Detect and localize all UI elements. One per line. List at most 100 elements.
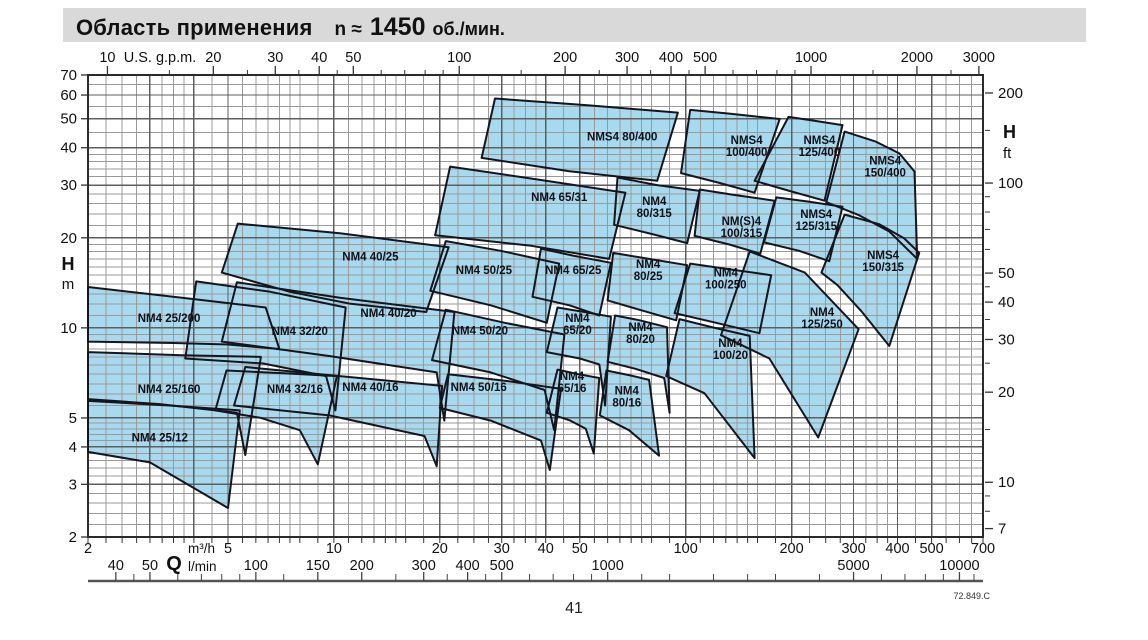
region-fill-nm4-25-160 <box>88 352 261 455</box>
region-label-nm4-25-12: NM4 25/12 <box>132 433 188 445</box>
right-tick-label: 40 <box>998 294 1015 311</box>
region-nm4-80-315 <box>613 176 701 245</box>
region-fill-nm4-50-20 <box>432 309 565 431</box>
region-nm4-65-20 <box>545 306 612 407</box>
region-fill-nm4-125-250 <box>721 251 859 438</box>
page-number: 41 <box>565 600 583 617</box>
m3h-tick-label: 700 <box>971 541 995 557</box>
region-label-nm4-40-16: NM4 40/16 <box>342 382 398 394</box>
top-tick-label: 3000 <box>963 50 995 66</box>
lmin-tick-label: 400 <box>456 558 480 574</box>
left-tick-label: 20 <box>60 230 77 247</box>
m3h-tick-label: 500 <box>919 541 943 557</box>
m3h-tick-label: 200 <box>779 541 803 557</box>
lmin-tick-label: 10000 <box>939 558 979 574</box>
region-nms4-125-400 <box>753 115 844 202</box>
region-label-nm4-32-20: NM4 32/20 <box>272 326 328 338</box>
left-tick-label: 3 <box>69 476 77 493</box>
region-nm4-50-20 <box>431 308 566 432</box>
region-nm4-50-25 <box>429 240 561 324</box>
region-nm-s-4-100-315 <box>693 188 776 255</box>
region-nms4-80-400 <box>480 97 679 182</box>
region-label-nm4-25-200: NM4 25/200 <box>138 313 201 325</box>
lmin-ruler: 40 50 100 150 200 300 400 500 1000 5000 10000 <box>88 558 983 583</box>
lmin-tick-label: 100 <box>244 558 268 574</box>
top-axis-title: U.S. g.p.m. <box>124 50 197 66</box>
region-fill-nms4-150-315 <box>821 214 920 346</box>
region-nm4-50-16 <box>438 373 562 471</box>
top-tick-label: 20 <box>205 50 221 66</box>
lmin-tick-label: 150 <box>306 558 330 574</box>
m3h-tick-label: 100 <box>674 541 698 557</box>
right-tick-label: 200 <box>998 85 1023 102</box>
top-tick-label: 400 <box>659 50 683 66</box>
right-tick-label: 7 <box>998 521 1006 538</box>
m3h-tick-label: 5 <box>224 541 232 557</box>
region-label-nms4-100-400: NMS4 100/400 <box>726 135 768 159</box>
region-label-nm4-50-16: NM4 50/16 <box>451 382 507 394</box>
top-tick-label: 50 <box>345 50 361 66</box>
lmin-tick-label: 1000 <box>592 558 624 574</box>
region-label-nm4-100-20: NM4 100/20 <box>713 338 748 362</box>
region-fill-nm4-25-12 <box>88 400 240 508</box>
top-tick-label: 200 <box>553 50 577 66</box>
left-tick-label: 60 <box>60 87 77 104</box>
region-label-nm4-25-160: NM4 25/160 <box>138 384 201 396</box>
region-label-nms4-150-400: NMS4 150/400 <box>864 156 906 180</box>
region-label-nm4-125-250: NM4 125/250 <box>801 307 843 331</box>
region-label-nm4-32-16: NM4 32/16 <box>267 384 323 396</box>
right-axis-ft: 7 10 20 30 40 50 100 200 Hft <box>985 85 1023 538</box>
left-tick-label: 40 <box>60 140 77 157</box>
region-nms4-150-315 <box>820 213 921 347</box>
pump-region-outlines <box>87 97 921 509</box>
region-label-nms4-150-315: NMS4 150/315 <box>862 250 904 274</box>
region-fill-nms4-150-400 <box>826 131 918 259</box>
region-label-nm4-80-25: NM4 80/25 <box>634 259 663 283</box>
top-tick-label: 100 <box>447 50 471 66</box>
right-tick-label: 20 <box>998 384 1015 401</box>
m3h-tick-label: 20 <box>432 541 448 557</box>
m3h-tick-label: 400 <box>885 541 909 557</box>
lmin-tick-label: 500 <box>490 558 514 574</box>
lmin-tick-label: 40 <box>108 558 124 574</box>
region-nm4-32-16 <box>214 369 338 466</box>
left-axis-m: 2 3 4 5 10 20 30 40 50 60 70 Hm <box>60 67 88 546</box>
region-label-nm4-65-16: NM4 65/16 <box>558 371 587 395</box>
region-label-nm4-65-25: NM4 65/25 <box>545 265 602 277</box>
flow-symbol: Q <box>166 553 182 575</box>
region-nms4-100-400 <box>680 108 781 194</box>
region-fill-nm4-50-25 <box>430 241 560 323</box>
region-nm4-65-16 <box>545 368 601 455</box>
region-fill-nm4-80-20 <box>607 315 670 413</box>
right-tick-label: 100 <box>998 175 1023 192</box>
region-nm4-100-250 <box>673 262 773 335</box>
speed-units: об./мин. <box>432 19 505 39</box>
page-title: Область применения <box>76 15 313 40</box>
lmin-tick-label: 200 <box>350 558 374 574</box>
region-nm4-80-20 <box>606 314 671 414</box>
title-bar: Область применения n ≈ 1450 об./мин. <box>63 8 1086 42</box>
left-tick-label: 2 <box>69 529 77 546</box>
left-tick-label: 50 <box>60 111 77 128</box>
left-axis-unit: m <box>62 276 75 293</box>
region-nm4-32-20 <box>184 280 347 412</box>
right-tick-label: 30 <box>998 331 1015 348</box>
region-fill-nm4-50-16 <box>439 374 561 470</box>
right-axis-unit: ft <box>1003 145 1012 162</box>
region-nm4-40-25 <box>220 222 450 313</box>
top-axis-usgpm: 10 20 30 40 50 100 200 300 400 500 1000 2000 3000 U.S… <box>99 50 995 75</box>
region-nm4-125-250 <box>720 250 860 439</box>
left-tick-label: 5 <box>69 410 77 427</box>
region-nms4-125-315 <box>763 196 844 263</box>
speed-value: 1450 <box>369 13 426 41</box>
top-tick-label: 1000 <box>795 50 827 66</box>
region-label-nm4-40-20: NM4 40/20 <box>360 308 416 320</box>
left-tick-label: 10 <box>60 320 77 337</box>
lmin-tick-label: 300 <box>412 558 436 574</box>
m3h-tick-label: 300 <box>841 541 865 557</box>
speed-symbol: n ≈ <box>334 19 362 40</box>
region-fill-nm4-40-25 <box>221 223 449 312</box>
lmin-tick-label: 50 <box>142 558 158 574</box>
region-label-nm4-80-16: NM4 80/16 <box>612 385 641 409</box>
region-fill-nm4-65-31 <box>435 166 626 259</box>
